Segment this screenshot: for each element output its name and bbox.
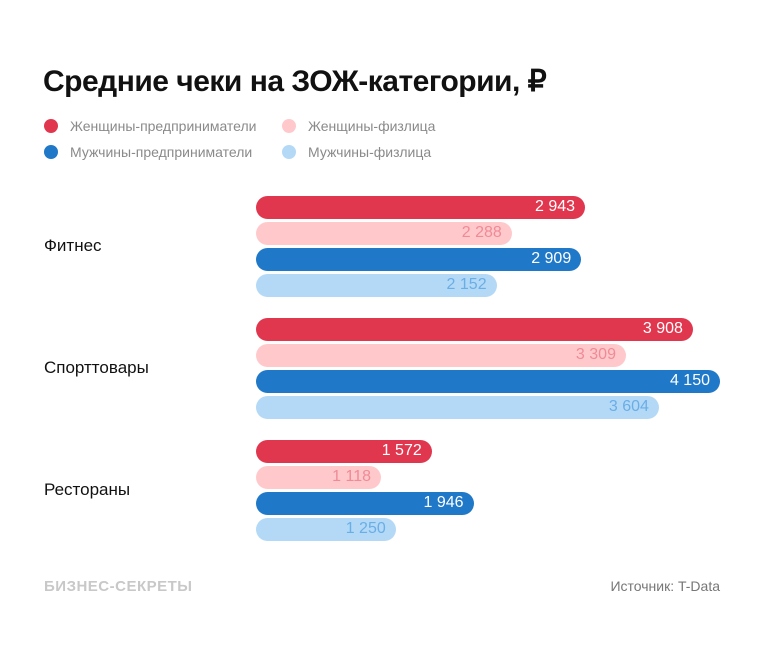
data-label: 2 909 <box>531 250 572 267</box>
category-label: Рестораны <box>44 480 131 499</box>
data-label: 3 309 <box>575 346 616 363</box>
bar <box>256 274 497 297</box>
legend-item: Мужчины-физлица <box>282 144 431 160</box>
data-label: 4 150 <box>669 372 710 389</box>
data-label: 2 943 <box>535 198 576 215</box>
data-label: 3 908 <box>642 320 683 337</box>
legend-item: Мужчины-предприниматели <box>44 144 252 160</box>
legend-swatch <box>44 119 58 133</box>
data-label: 3 604 <box>608 398 649 415</box>
bar <box>256 396 659 419</box>
bar <box>256 466 381 489</box>
legend-label: Женщины-физлица <box>308 118 436 134</box>
data-label: 2 152 <box>446 276 487 293</box>
bar <box>256 344 626 367</box>
legend-item: Женщины-предприниматели <box>44 118 257 134</box>
category-label: Спорттовары <box>44 358 149 377</box>
category-label: Фитнес <box>44 236 102 255</box>
data-label: 1 946 <box>423 494 464 511</box>
legend-swatch <box>282 119 296 133</box>
brand-logo: БИЗНЕС-СЕКРЕТЫ <box>44 578 193 595</box>
legend-swatch <box>44 145 58 159</box>
legend-label: Женщины-предприниматели <box>70 118 257 134</box>
source-note: Источник: T-Data <box>610 578 720 594</box>
bar <box>256 370 720 393</box>
bar <box>256 518 396 541</box>
data-label: 1 572 <box>381 442 422 459</box>
bar <box>256 248 582 271</box>
legend-label: Мужчины-предприниматели <box>70 144 253 160</box>
bar <box>256 440 432 463</box>
bar <box>256 222 512 245</box>
legend-label: Мужчины-физлица <box>308 144 432 160</box>
data-label: 1 250 <box>345 520 386 537</box>
data-label: 1 118 <box>332 468 371 485</box>
bar <box>256 196 586 219</box>
bar <box>256 318 693 341</box>
data-label: 2 288 <box>461 224 502 241</box>
legend-swatch <box>282 145 296 159</box>
bar <box>256 492 474 515</box>
legend-item: Женщины-физлица <box>282 118 435 134</box>
chart-title: Средние чеки на ЗОЖ-категории, ₽ <box>43 65 547 98</box>
